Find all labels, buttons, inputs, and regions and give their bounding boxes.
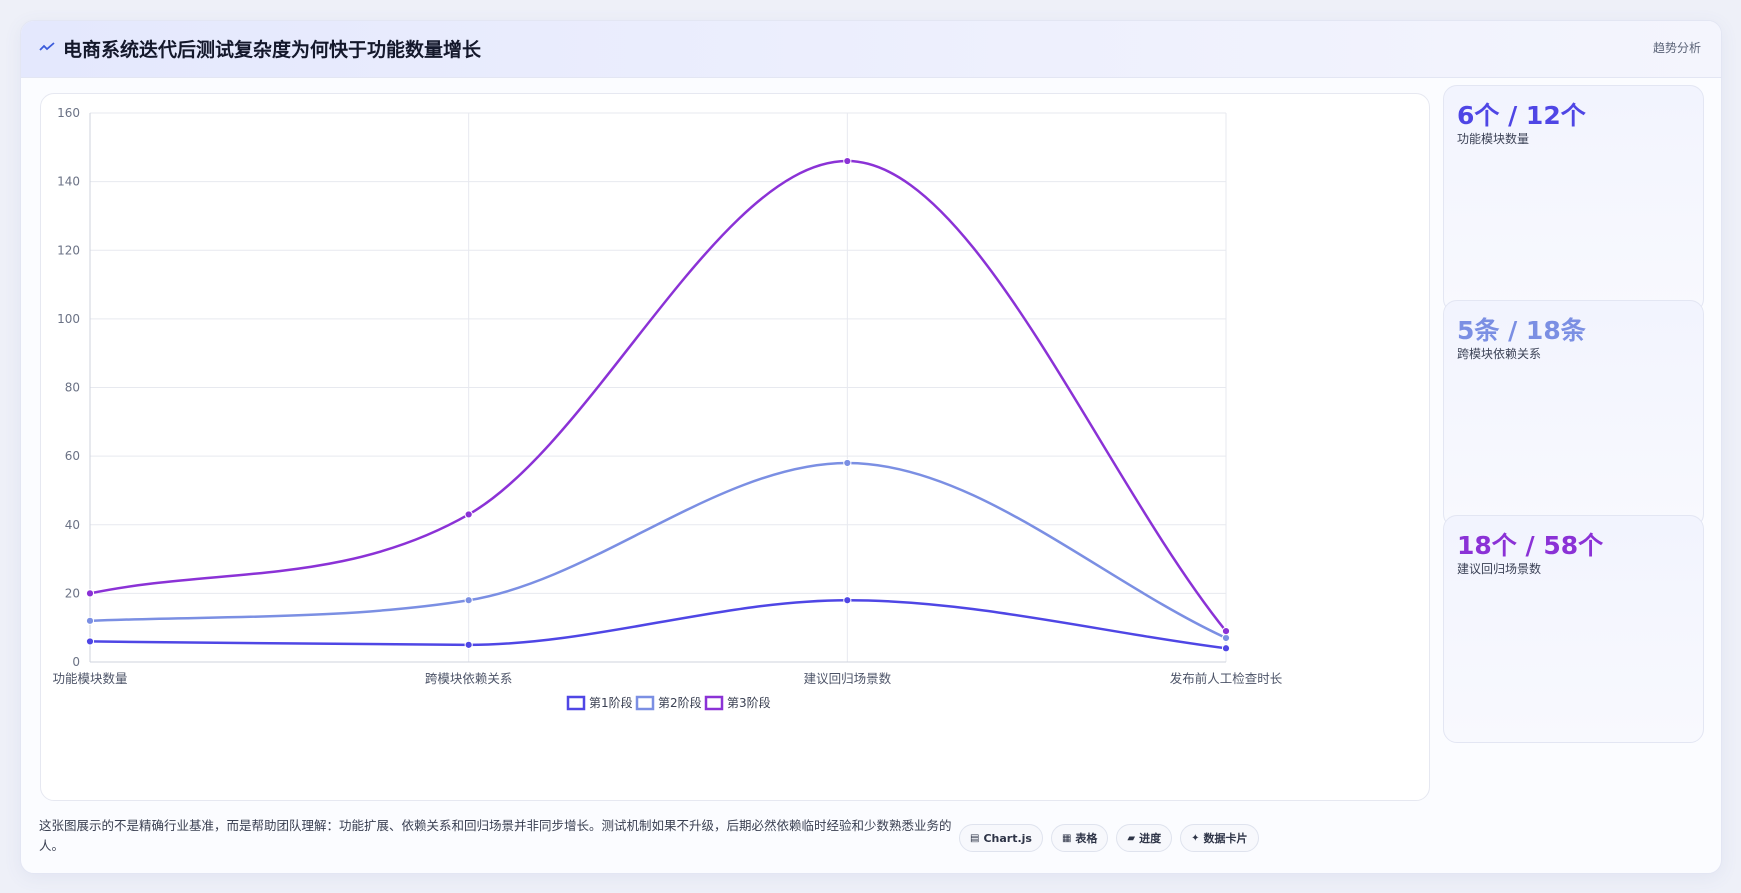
series-line-3 bbox=[89, 159, 1227, 632]
chart-description: 这张图展示的不是精确行业基准，而是帮助团队理解：功能扩展、依赖关系和回归场景并非… bbox=[39, 818, 952, 853]
y-tick-label: 100 bbox=[57, 312, 80, 326]
dashboard-card: 电商系统迭代后测试复杂度为何快于功能数量增长 趋势分析 0 20 40 60 80 100… bbox=[20, 20, 1722, 874]
chart-panel: 0 20 40 60 80 100 120 140 160 功能模块数量 跨模块依赖关系 建议回归场景… bbox=[40, 93, 1430, 801]
series-line-1 bbox=[89, 598, 1227, 650]
data-point bbox=[85, 589, 95, 598]
stat-card-modules: 6个 / 12个 功能模块数量 bbox=[1443, 85, 1704, 313]
pill-label: 表格 bbox=[1075, 832, 1098, 845]
trend-analysis-link[interactable]: 趋势分析 bbox=[1652, 41, 1701, 55]
data-point bbox=[85, 616, 95, 625]
sparkle-icon: ✦ bbox=[1191, 832, 1200, 844]
progress-icon: ▰ bbox=[1127, 832, 1136, 844]
x-tick-label: 功能模块数量 bbox=[52, 671, 127, 686]
stat-value: 6个 / 12个 bbox=[1457, 101, 1586, 130]
series-line-2 bbox=[89, 461, 1227, 640]
stat-label: 功能模块数量 bbox=[1457, 132, 1530, 146]
data-point bbox=[843, 156, 852, 166]
progress-pill[interactable]: ▰ 进度 bbox=[1116, 824, 1173, 852]
stat-label: 建议回归场景数 bbox=[1457, 562, 1542, 576]
stat-card-dependencies: 5条 / 18条 跨模块依赖关系 bbox=[1443, 300, 1704, 528]
x-tick-label: 建议回归场景数 bbox=[804, 671, 892, 686]
pill-group: ▤ Chart.js ▦ 表格 ▰ 进度 ✦ 数据卡片 bbox=[959, 824, 1259, 852]
table-pill[interactable]: ▦ 表格 bbox=[1050, 824, 1109, 852]
y-tick-label: 80 bbox=[65, 381, 80, 395]
legend-swatch bbox=[704, 695, 724, 711]
legend-label: 第3阶段 bbox=[727, 695, 771, 710]
stat-label: 跨模块依赖关系 bbox=[1457, 347, 1542, 361]
x-tick-label: 发布前人工检查时长 bbox=[1170, 671, 1283, 686]
pill-label: Chart.js bbox=[983, 831, 1032, 845]
card-header: 电商系统迭代后测试复杂度为何快于功能数量增长 趋势分析 bbox=[21, 21, 1721, 78]
data-point bbox=[464, 510, 473, 519]
legend-swatch bbox=[566, 695, 586, 711]
legend-swatch bbox=[635, 695, 655, 711]
data-point bbox=[843, 596, 852, 605]
y-tick-label: 60 bbox=[65, 449, 80, 463]
y-tick-label: 20 bbox=[65, 586, 80, 600]
data-point bbox=[464, 640, 473, 649]
y-tick-label: 40 bbox=[65, 518, 80, 532]
stat-value: 18个 / 58个 bbox=[1457, 531, 1604, 560]
stat-card-regression: 18个 / 58个 建议回归场景数 bbox=[1443, 515, 1704, 743]
pill-label: 数据卡片 bbox=[1203, 832, 1248, 845]
data-point bbox=[464, 596, 473, 605]
pill-label: 进度 bbox=[1139, 832, 1162, 845]
stat-value: 5条 / 18条 bbox=[1457, 316, 1586, 345]
page-title: 电商系统迭代后测试复杂度为何快于功能数量增长 bbox=[63, 39, 482, 61]
y-tick-label: 120 bbox=[57, 243, 80, 257]
trend-line-icon bbox=[39, 42, 55, 51]
legend-label: 第2阶段 bbox=[658, 695, 702, 710]
legend-label: 第1阶段 bbox=[589, 695, 633, 710]
data-point bbox=[85, 637, 95, 646]
y-tick-label: 0 bbox=[72, 655, 80, 669]
data-card-pill[interactable]: ✦ 数据卡片 bbox=[1180, 824, 1259, 852]
data-point bbox=[1221, 644, 1231, 653]
line-chart: 0 20 40 60 80 100 120 140 160 功能模块数量 跨模块依赖关系 建议回归场景… bbox=[52, 106, 1283, 711]
y-tick-label: 140 bbox=[57, 175, 80, 189]
chartjs-pill[interactable]: ▤ Chart.js bbox=[959, 824, 1043, 852]
data-point bbox=[843, 458, 852, 468]
x-tick-label: 跨模块依赖关系 bbox=[425, 671, 513, 686]
table-icon: ▦ bbox=[1061, 832, 1072, 844]
y-tick-label: 160 bbox=[57, 106, 80, 120]
chart-icon: ▤ bbox=[970, 832, 980, 844]
data-point bbox=[1221, 627, 1231, 636]
data-point bbox=[1221, 633, 1231, 643]
